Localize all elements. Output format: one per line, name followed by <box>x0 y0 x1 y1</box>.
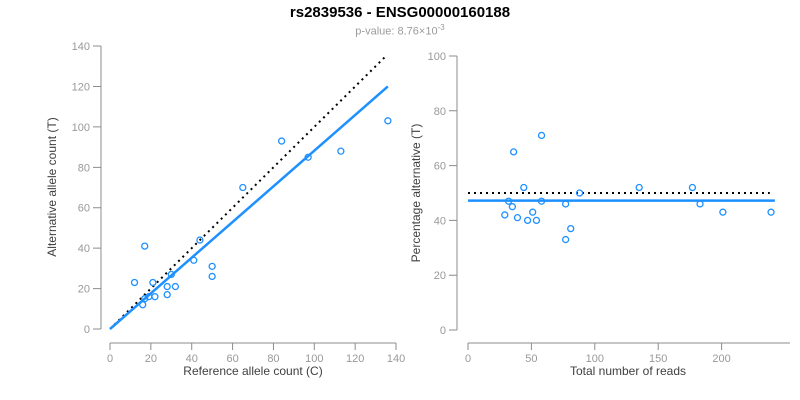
data-point <box>151 293 159 301</box>
pvalue-text: p-value: 8.76×10 <box>355 25 438 38</box>
y-tick-label: 0 <box>84 324 90 336</box>
x-tick-label: 20 <box>145 353 157 365</box>
x-tick-label: 80 <box>267 353 279 365</box>
data-point <box>532 216 541 225</box>
x-tick-label: 0 <box>465 353 471 365</box>
y-tick-label: 100 <box>428 51 446 63</box>
data-point <box>561 200 570 208</box>
data-point <box>504 197 513 205</box>
y-tick-label: 60 <box>434 161 446 173</box>
data-point <box>513 214 522 222</box>
figure-subtitle: p-value: 8.76×10-3 <box>0 23 800 38</box>
x-tick-label: 100 <box>305 353 323 365</box>
data-point <box>304 153 312 161</box>
data-point <box>384 117 392 125</box>
identity-line <box>109 55 387 330</box>
data-point <box>130 278 139 287</box>
y-axis <box>93 45 102 330</box>
data-point <box>163 290 171 299</box>
data-point <box>523 216 532 225</box>
data-point <box>537 131 546 140</box>
y-tick-label: 80 <box>78 162 90 174</box>
data-point <box>277 137 286 145</box>
data-point <box>190 256 198 264</box>
data-point <box>239 183 247 192</box>
data-point <box>196 236 204 244</box>
y-tick-label: 20 <box>434 270 446 282</box>
data-point <box>719 208 727 216</box>
data-point <box>139 301 147 309</box>
y-tick-label: 40 <box>434 215 446 227</box>
x-tick-label: 60 <box>226 353 238 365</box>
y-tick-label: 80 <box>434 106 446 118</box>
x-tick-label: 40 <box>186 353 198 365</box>
scatter-allele-counts-plot: 0 20 40 60 80 100 120 140 0 20 40 60 80 100 120 140 Refe… <box>45 41 405 378</box>
y-axis-label: Alternative allele count (T) <box>45 117 59 256</box>
data-point <box>141 242 149 250</box>
data-point <box>529 208 537 216</box>
scatter-percentage-vs-reads-plot: 0 20 40 60 80 100 0 50 100 150 200 Total number of … <box>409 51 790 378</box>
y-axis <box>449 55 458 331</box>
data-point <box>696 200 704 208</box>
data-point <box>149 278 157 287</box>
x-tick-label: 0 <box>107 353 113 365</box>
y-axis-label: Percentage alternative (T) <box>409 124 423 263</box>
y-tick-label: 20 <box>78 284 90 296</box>
y-tick-label: 100 <box>72 122 90 134</box>
data-point <box>171 282 180 291</box>
data-point <box>208 272 216 281</box>
data-point <box>635 183 643 192</box>
data-point <box>501 211 509 219</box>
data-point <box>688 183 697 192</box>
y-tick-label: 140 <box>72 41 90 53</box>
y-tick-label: 0 <box>440 325 446 337</box>
data-point <box>167 270 175 279</box>
figure-title: rs2839536 - ENSG00000160188 <box>289 4 511 21</box>
data-point <box>520 183 528 192</box>
x-axis <box>109 342 397 350</box>
x-tick-label: 100 <box>586 353 604 365</box>
x-axis-label: Reference allele count (C) <box>183 364 322 378</box>
y-tick-label: 60 <box>78 203 90 215</box>
fit-line <box>109 85 389 330</box>
data-point <box>141 295 149 303</box>
data-point <box>337 147 345 155</box>
data-point <box>508 203 517 211</box>
pvalue-exponent: -3 <box>437 23 445 32</box>
x-axis-label: Total number of reads <box>570 364 686 378</box>
data-point <box>163 282 171 291</box>
x-tick-label: 150 <box>649 353 667 365</box>
x-tick-label: 50 <box>525 353 537 365</box>
data-point <box>208 262 216 270</box>
data-point <box>537 197 546 205</box>
x-tick-label: 200 <box>712 353 730 365</box>
data-point <box>767 208 775 216</box>
data-point <box>509 148 518 156</box>
data-point <box>567 224 575 233</box>
x-tick-label: 140 <box>387 353 405 365</box>
data-point <box>561 235 570 244</box>
y-tick-label: 40 <box>78 243 90 255</box>
x-axis <box>467 342 790 350</box>
x-tick-label: 120 <box>346 353 364 365</box>
y-tick-label: 120 <box>72 81 90 93</box>
data-point <box>575 189 584 197</box>
